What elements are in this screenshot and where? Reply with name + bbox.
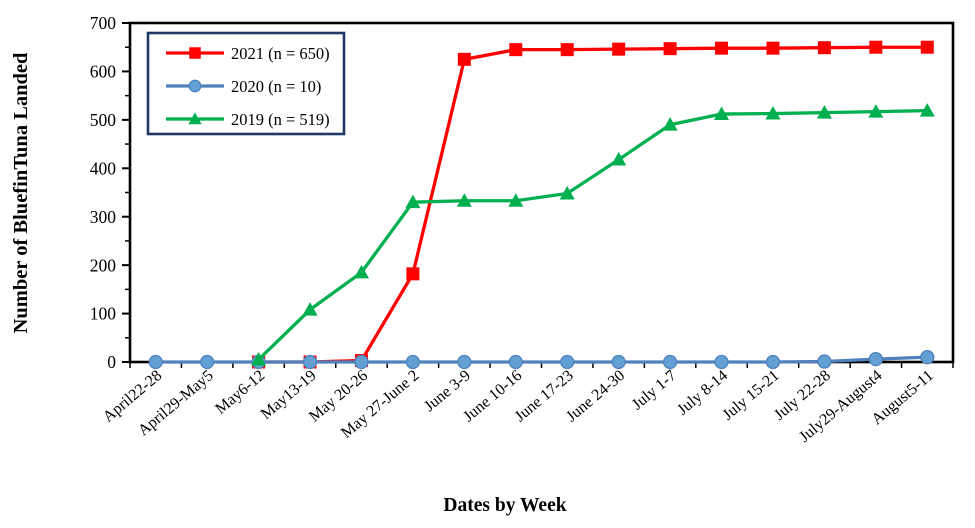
- series-2021-point: [509, 43, 523, 57]
- series-2020-point: [662, 354, 678, 370]
- series-2019-line: [257, 109, 928, 361]
- series-2020-point: [508, 354, 523, 370]
- series-2019-point: [765, 106, 781, 120]
- legend-marker-2020: [188, 79, 202, 93]
- series-2020-point: [817, 354, 832, 369]
- series-2019-point: [868, 104, 884, 118]
- y-axis-tick-label: 200: [90, 255, 117, 275]
- legend-item-2021: 2021 (n = 650): [166, 44, 330, 63]
- series-2020: [148, 350, 935, 370]
- x-axis: April22-28April29-May5May6-12May13-19May…: [100, 362, 954, 446]
- y-axis-tick-label: 100: [90, 304, 117, 324]
- y-axis-tick-label: 0: [107, 352, 116, 372]
- legend-item-2019: 2019 (n = 519): [166, 110, 330, 129]
- series-2021-point: [560, 43, 574, 57]
- series-2021-point: [715, 41, 729, 55]
- series-2021-point: [920, 40, 934, 54]
- y-axis-tick-label: 700: [90, 13, 117, 33]
- series-2020-point: [302, 354, 318, 370]
- legend: 2021 (n = 650) 2020 (n = 10) 2019 (n = 519…: [146, 31, 346, 136]
- series-2020-line: [155, 355, 928, 364]
- x-axis-tick-label: July 1-7: [629, 367, 680, 413]
- series-2021-point: [457, 52, 471, 66]
- series-2019-point: [713, 106, 730, 121]
- series-2019-point: [456, 193, 472, 207]
- x-axis-title: Dates by Week: [443, 495, 566, 516]
- series-2020-point: [920, 350, 935, 365]
- series-2021-point: [663, 42, 677, 56]
- series-2020-point: [457, 354, 472, 370]
- y-axis-title: Number of BluefinTuna Landed: [10, 52, 32, 333]
- legend-item-2020: 2020 (n = 10): [166, 77, 321, 96]
- series-2020-point: [714, 354, 729, 370]
- series-2021-point: [406, 267, 420, 281]
- series-2021-line: [258, 45, 928, 364]
- series-2019-point: [662, 117, 678, 131]
- series-2020-point: [405, 354, 421, 370]
- series-2021-point: [869, 40, 883, 54]
- series-2020-point: [560, 354, 575, 370]
- series-2020-point: [765, 354, 781, 370]
- legend-label-2021: 2021 (n = 650): [231, 44, 330, 63]
- series-2020-point: [868, 351, 883, 367]
- series-2019-point: [405, 194, 421, 209]
- legend-label-2020: 2020 (n = 10): [231, 77, 321, 96]
- series-2019-point: [508, 193, 524, 207]
- series-2020-point: [148, 354, 163, 370]
- legend-box: [146, 31, 346, 136]
- legend-label-2019: 2019 (n = 519): [231, 110, 330, 129]
- legend-marker-2019: [188, 112, 202, 125]
- legend-marker-2021: [189, 47, 201, 59]
- series-2021: [252, 40, 934, 369]
- series-2019-point: [919, 103, 935, 117]
- series-2019-point: [816, 105, 832, 119]
- series-2019-point: [302, 302, 318, 316]
- y-axis-tick-label: 500: [90, 110, 117, 130]
- series-2020-point: [611, 354, 626, 370]
- series-2019-point: [251, 352, 267, 366]
- series-layer: [148, 40, 935, 370]
- series-2019-point: [611, 152, 627, 166]
- series-2020-point: [200, 354, 215, 370]
- series-2021-point: [817, 41, 831, 55]
- series-2019-point: [353, 264, 370, 279]
- series-2020-point: [354, 354, 369, 370]
- x-axis-tick-label: July 15-21: [720, 367, 783, 424]
- y-axis: 0 100 200 300 400 500 600 700: [90, 13, 130, 372]
- series-2019-point: [559, 185, 575, 200]
- series-2019: [251, 103, 935, 366]
- y-axis-tick-label: 400: [90, 158, 117, 178]
- series-2021-point: [612, 42, 626, 56]
- y-axis-tick-label: 300: [90, 207, 117, 227]
- y-axis-tick-label: 600: [90, 62, 117, 82]
- series-2021-point: [766, 41, 780, 55]
